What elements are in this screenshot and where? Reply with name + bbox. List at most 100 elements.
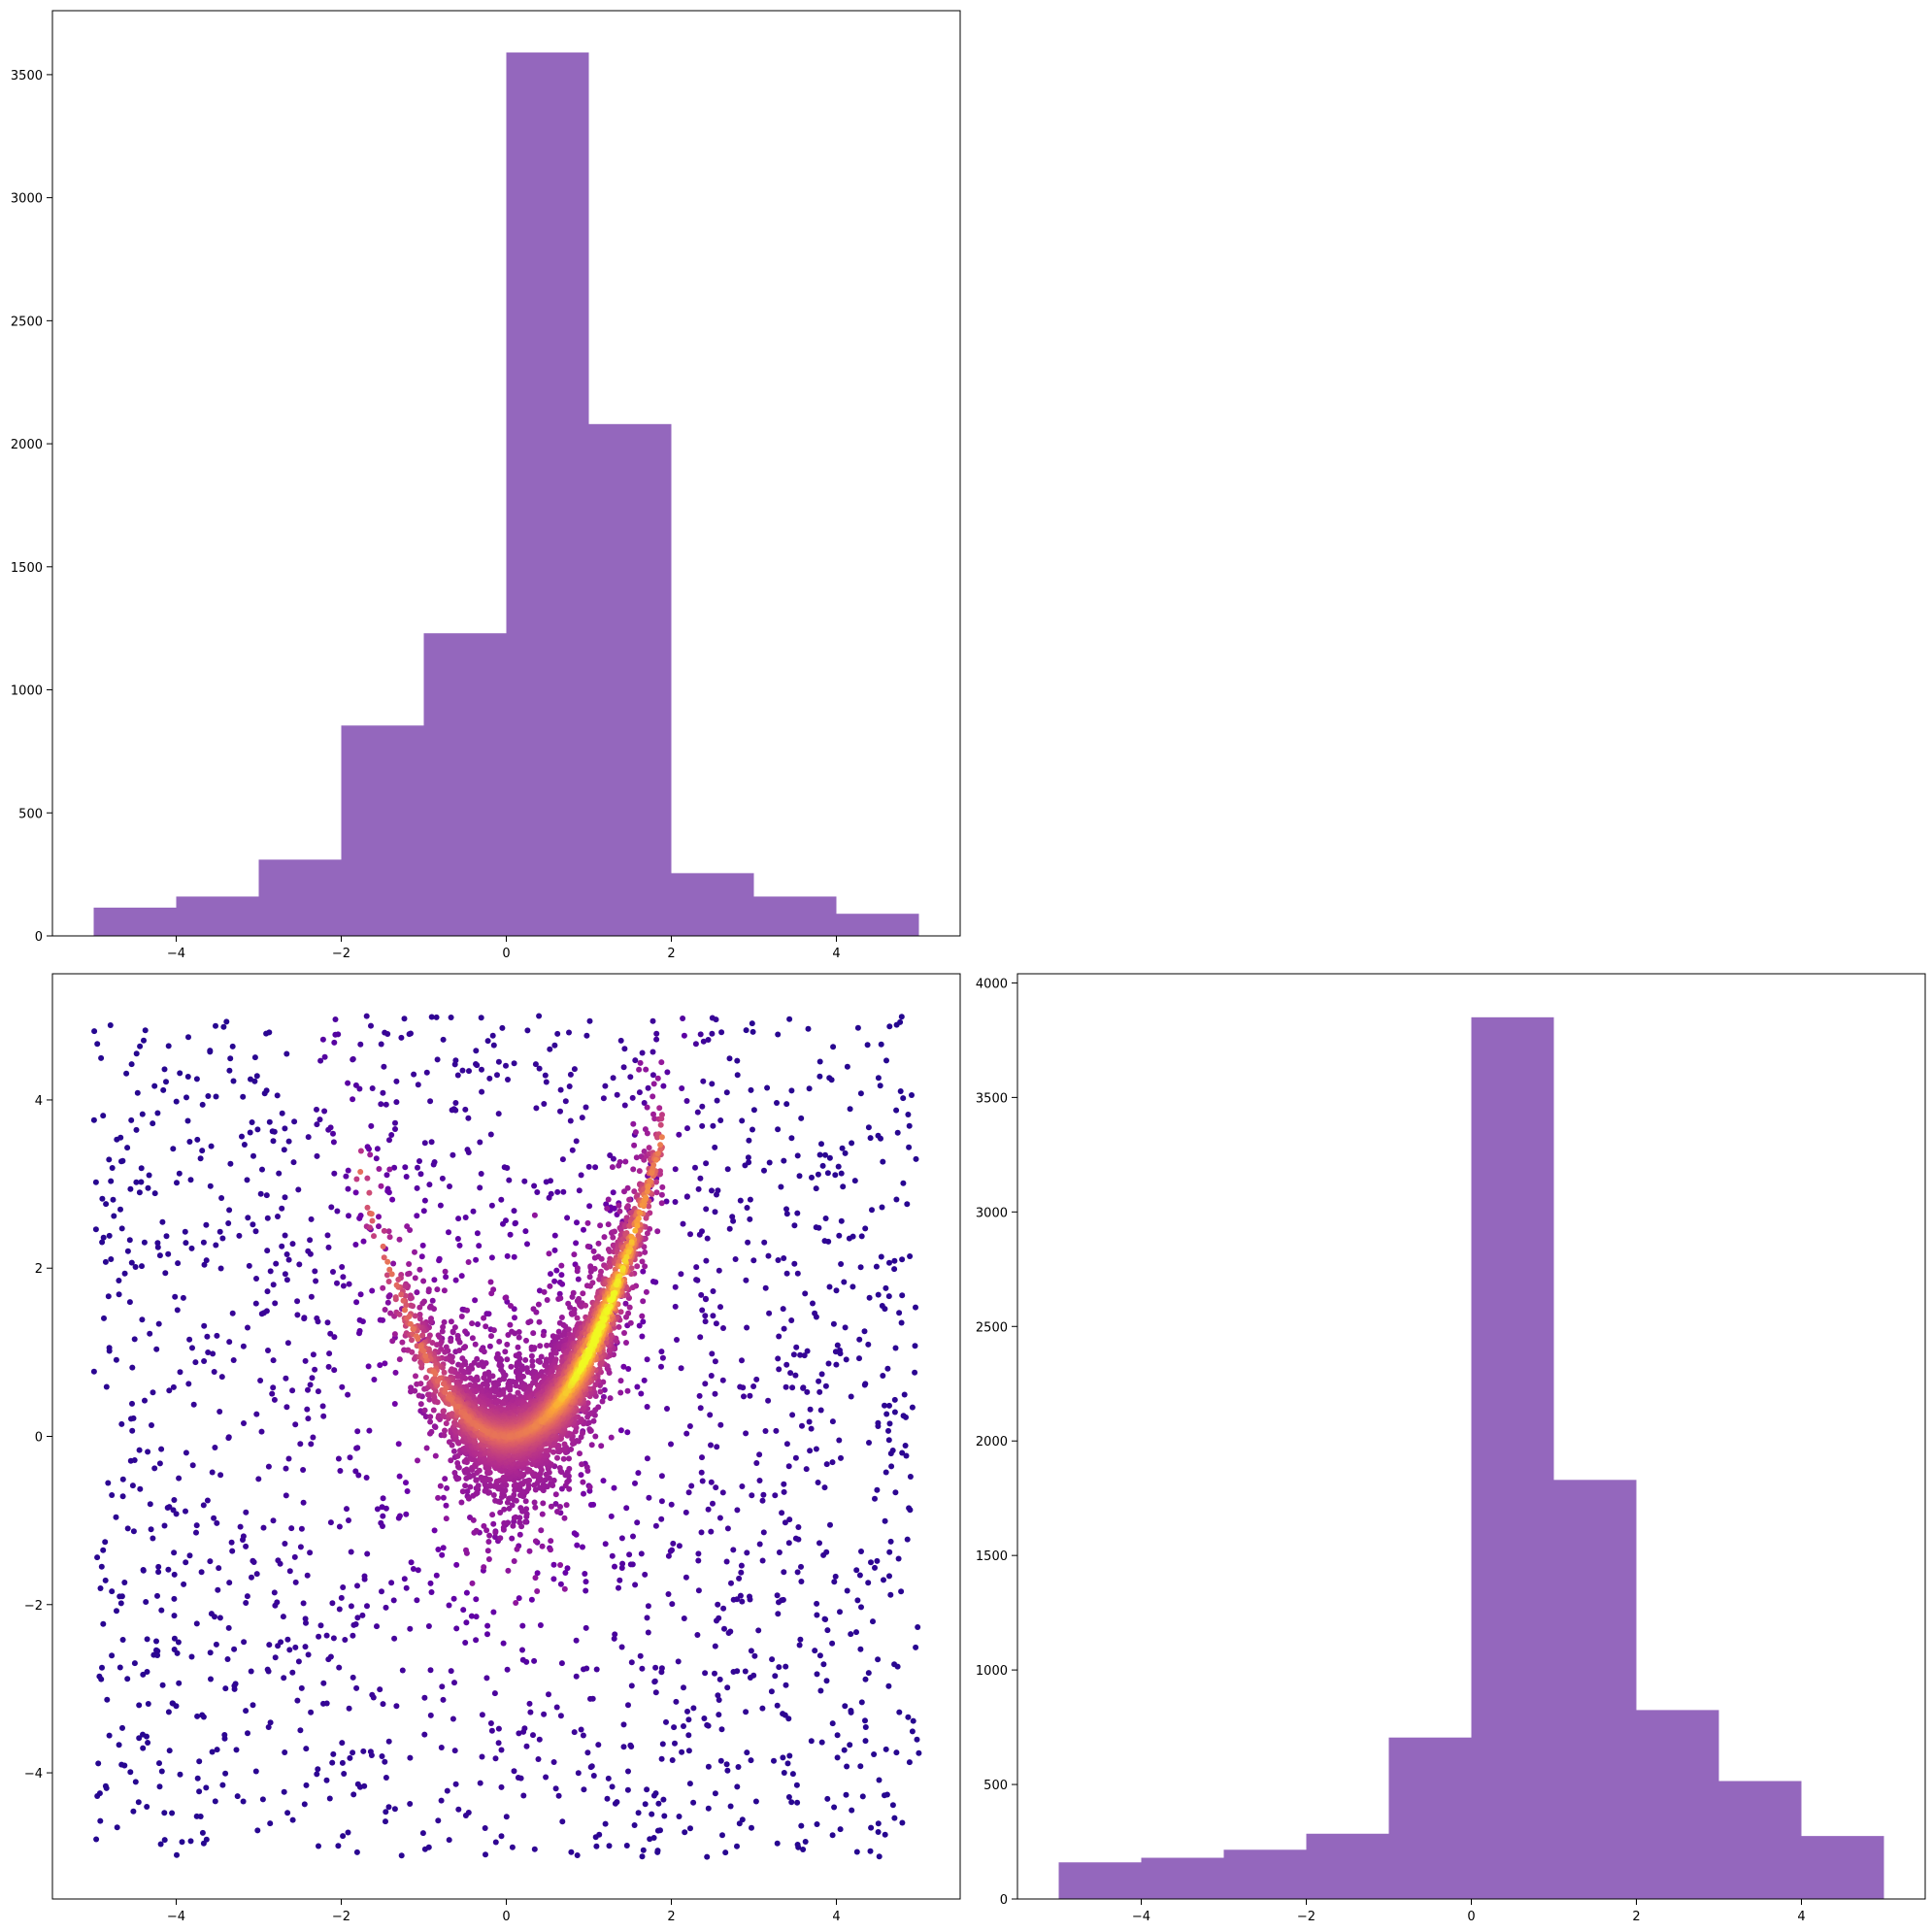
scatter-point <box>486 1532 493 1539</box>
scatter-point <box>636 1066 643 1073</box>
scatter-point <box>94 1041 101 1048</box>
scatter-point <box>334 1280 340 1286</box>
scatter-point <box>583 1587 589 1594</box>
scatter-point <box>114 1824 120 1831</box>
scatter-point <box>386 1137 392 1144</box>
scatter-point <box>640 1847 647 1853</box>
scatter-point <box>354 1781 361 1787</box>
scatter-point <box>279 1110 285 1116</box>
scatter-point <box>595 1742 602 1749</box>
histogram-bar <box>176 896 259 936</box>
scatter-point <box>285 1256 292 1263</box>
scatter-point <box>323 1700 330 1707</box>
scatter-point <box>428 1428 435 1435</box>
scatter-point <box>301 1316 308 1322</box>
scatter-point <box>222 1770 229 1777</box>
scatter-point <box>734 1072 741 1079</box>
scatter-point <box>474 1062 481 1069</box>
scatter-point <box>625 1768 631 1775</box>
scatter-point <box>653 1036 660 1043</box>
scatter-point <box>719 1832 725 1839</box>
scatter-point <box>165 1709 172 1715</box>
scatter-point <box>624 1184 631 1191</box>
scatter-point <box>354 1445 361 1451</box>
scatter-point <box>744 1549 750 1556</box>
scatter-point <box>882 1831 888 1838</box>
scatter-point <box>199 1148 206 1154</box>
scatter-point <box>513 1382 519 1389</box>
scatter-point <box>531 1499 538 1506</box>
scatter-point <box>398 1852 405 1859</box>
scatter-point <box>221 1732 228 1738</box>
scatter-point <box>366 1189 373 1196</box>
scatter-point <box>728 1580 734 1586</box>
scatter-point <box>789 1412 796 1418</box>
scatter-point <box>776 1333 783 1340</box>
scatter-point <box>759 1705 766 1712</box>
scatter-point <box>300 1600 307 1607</box>
scatter-point <box>887 1450 894 1457</box>
scatter-point <box>244 1593 250 1600</box>
scatter-point <box>712 1209 718 1216</box>
scatter-point <box>614 1091 620 1098</box>
scatter-point <box>393 1703 400 1710</box>
x-tick-label: 2 <box>667 947 675 961</box>
scatter-point <box>403 1584 410 1591</box>
scatter-point <box>546 1194 552 1201</box>
scatter-point <box>794 1210 801 1216</box>
scatter-point <box>564 1479 571 1485</box>
scatter-point <box>511 1491 517 1498</box>
scatter-point <box>723 1089 730 1096</box>
scatter-point <box>489 1512 496 1518</box>
scatter-point <box>442 1427 448 1434</box>
scatter-point <box>505 1332 512 1338</box>
scatter-point <box>380 1513 386 1519</box>
scatter-point <box>448 1015 454 1020</box>
scatter-point <box>583 1624 589 1631</box>
scatter-point <box>532 1504 539 1511</box>
scatter-point <box>544 1342 550 1349</box>
scatter-point <box>553 1267 560 1274</box>
scatter-point <box>422 1414 429 1420</box>
scatter-point <box>712 1790 718 1797</box>
scatter-point <box>578 1726 584 1733</box>
scatter-point <box>672 1199 679 1205</box>
scatter-point <box>357 1291 364 1298</box>
scatter-point <box>560 1188 567 1195</box>
scatter-point <box>479 1712 485 1718</box>
scatter-point <box>642 1801 649 1808</box>
scatter-point <box>252 1228 259 1235</box>
scatter-point <box>551 1247 558 1253</box>
scatter-point <box>279 1205 285 1212</box>
scatter-point <box>209 1469 216 1476</box>
scatter-point <box>410 1566 416 1572</box>
scatter-point <box>707 1412 714 1418</box>
scatter-point <box>345 1080 351 1086</box>
scatter-point <box>488 1290 495 1297</box>
scatter-point <box>531 1212 538 1218</box>
scatter-point <box>794 1842 801 1848</box>
scatter-point <box>794 1569 801 1576</box>
scatter-point <box>450 1595 457 1602</box>
y-tick-label: 1000 <box>11 684 43 699</box>
scatter-point <box>340 1274 347 1281</box>
scatter-point <box>352 1082 359 1088</box>
scatter-point <box>462 1482 469 1489</box>
scatter-point <box>794 1270 801 1277</box>
scatter-point <box>610 1234 616 1241</box>
scatter-point <box>886 1259 892 1266</box>
scatter-point <box>650 1072 656 1079</box>
scatter-point <box>421 1694 428 1701</box>
scatter-point <box>497 1510 504 1516</box>
scatter-point <box>391 1401 398 1407</box>
scatter-point <box>531 1846 538 1852</box>
scatter-point <box>566 1465 573 1472</box>
scatter-point <box>407 1295 414 1302</box>
scatter-point <box>799 1422 805 1429</box>
scatter-point <box>309 1375 316 1382</box>
scatter-point <box>539 1511 546 1517</box>
scatter-point <box>818 1141 824 1148</box>
scatter-point <box>683 1430 690 1437</box>
scatter-point <box>854 1024 861 1031</box>
scatter-point <box>155 1320 162 1327</box>
